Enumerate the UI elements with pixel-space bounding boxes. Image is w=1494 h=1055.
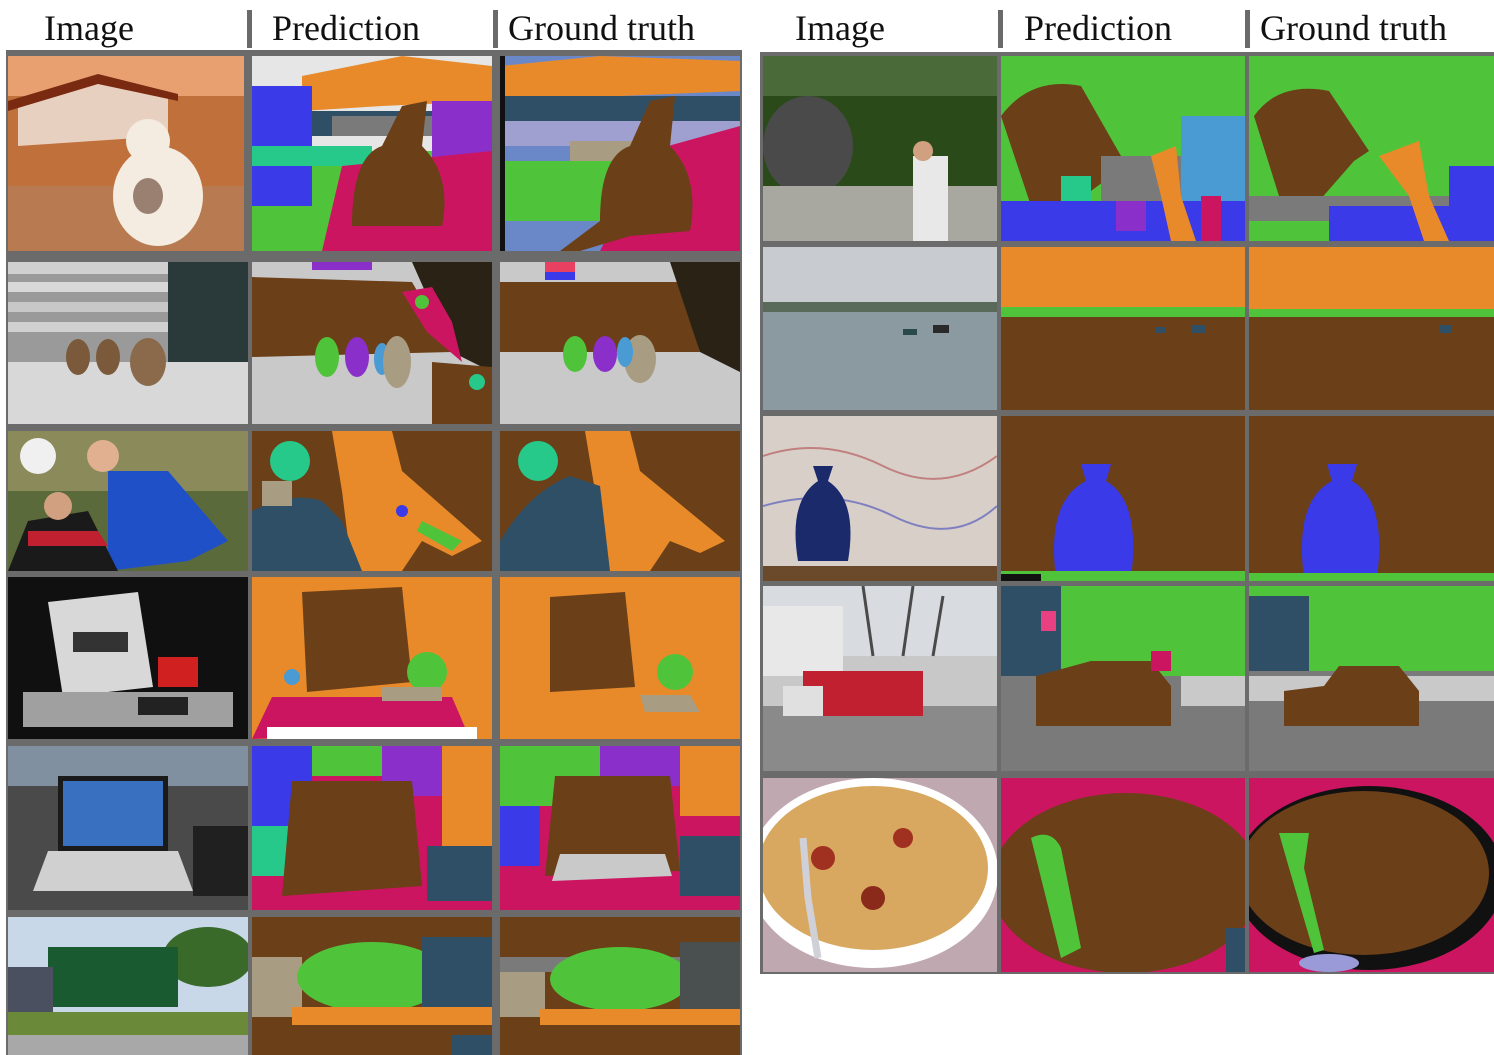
input-image-ducks bbox=[8, 262, 248, 424]
ground-truth-mask-cake bbox=[500, 577, 740, 739]
left-header-ground-truth: Ground truth bbox=[508, 8, 695, 48]
prediction-mask-lake bbox=[1001, 247, 1245, 410]
prediction-mask-elephant bbox=[1001, 56, 1245, 241]
prediction-mask-cake bbox=[252, 577, 492, 739]
input-image-bus bbox=[8, 917, 248, 1055]
input-image-laptop bbox=[8, 746, 248, 910]
input-image-pizza bbox=[763, 778, 997, 972]
left-header-separator bbox=[493, 10, 498, 48]
input-image-cat bbox=[8, 56, 244, 251]
prediction-mask-vase bbox=[1001, 416, 1245, 581]
prediction-mask-pizza bbox=[1001, 778, 1245, 972]
left-header-prediction: Prediction bbox=[272, 8, 420, 48]
ground-truth-mask-lake bbox=[1249, 247, 1494, 410]
prediction-mask-laptop bbox=[252, 746, 492, 910]
prediction-mask-ducks bbox=[252, 262, 492, 424]
right-header-image: Image bbox=[795, 8, 885, 48]
ground-truth-mask-truck bbox=[1249, 586, 1494, 771]
ground-truth-mask-ducks bbox=[500, 262, 740, 424]
ground-truth-mask-soccer bbox=[500, 431, 740, 571]
ground-truth-mask-cat bbox=[500, 56, 740, 251]
input-image-truck bbox=[763, 586, 997, 771]
right-header-prediction: Prediction bbox=[1024, 8, 1172, 48]
right-header-separator bbox=[998, 10, 1003, 48]
right-header-separator bbox=[1245, 10, 1250, 48]
left-header-image: Image bbox=[44, 8, 134, 48]
input-image-soccer bbox=[8, 431, 248, 571]
input-image-vase bbox=[763, 416, 997, 581]
prediction-mask-soccer bbox=[252, 431, 492, 571]
input-image-cake bbox=[8, 577, 248, 739]
left-header-separator bbox=[247, 10, 252, 48]
prediction-mask-cat bbox=[252, 56, 492, 251]
right-header-ground-truth: Ground truth bbox=[1260, 8, 1447, 48]
ground-truth-mask-vase bbox=[1249, 416, 1494, 581]
ground-truth-mask-pizza bbox=[1249, 778, 1494, 972]
input-image-elephant bbox=[763, 56, 997, 241]
ground-truth-mask-bus bbox=[500, 917, 740, 1055]
prediction-mask-truck bbox=[1001, 586, 1245, 771]
prediction-mask-bus bbox=[252, 917, 492, 1055]
input-image-lake bbox=[763, 247, 997, 410]
ground-truth-mask-elephant bbox=[1249, 56, 1494, 241]
ground-truth-mask-laptop bbox=[500, 746, 740, 910]
